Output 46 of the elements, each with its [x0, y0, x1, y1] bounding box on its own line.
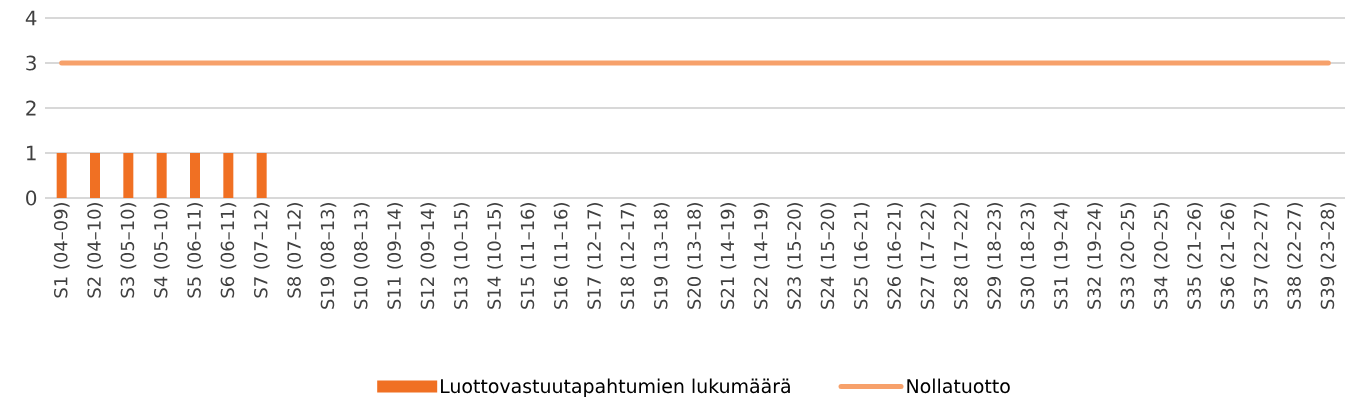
x-tick-label: S26 (16–21) — [887, 203, 903, 309]
x-tick-label: S14 (10–15) — [487, 203, 503, 309]
x-tick-label: S24 (15–20) — [820, 203, 837, 309]
y-tick-label: 2 — [26, 100, 36, 116]
x-tick-label: S29 (18–23) — [987, 203, 1003, 309]
x-tick-label: S16 (11–16) — [553, 203, 570, 309]
x-tick-label: S20 (13–18) — [687, 203, 703, 309]
x-tick-label: S32 (19–24) — [1087, 203, 1103, 309]
x-tick-label: S3 (05–10) — [120, 203, 137, 298]
y-tick-label: 1 — [26, 145, 36, 161]
x-tick-label: S25 (16–21) — [853, 203, 870, 309]
legend-label: Nollatuotto — [907, 378, 1010, 394]
x-tick-label: S28 (17–22) — [953, 203, 970, 309]
x-tick-label: S19 (08–13) — [320, 203, 337, 309]
x-tick-label: S19 (13–18) — [653, 203, 670, 309]
x-tick-label: S31 (19–24) — [1053, 203, 1070, 309]
x-tick-label: S21 (14–19) — [720, 203, 737, 309]
x-tick-label: S13 (10–15) — [453, 203, 470, 309]
y-tick-label: 3 — [26, 55, 36, 71]
x-tick-label: S6 (06–11) — [220, 203, 237, 298]
x-tick-label: S22 (14–19) — [753, 203, 770, 309]
x-tick-label: S35 (21–26) — [1187, 203, 1203, 309]
x-tick-label: S36 (21–26) — [1220, 203, 1237, 309]
y-tick-label: 4 — [25, 10, 37, 26]
y-tick-label: 0 — [26, 190, 37, 206]
x-tick-label: S7 (07–12) — [253, 203, 270, 298]
x-tick-label: S27 (17–22) — [920, 203, 937, 309]
x-tick-label: S38 (22–27) — [1287, 203, 1303, 309]
x-tick-label: S39 (23–28) — [1320, 203, 1337, 309]
x-tick-label: S5 (06–11) — [187, 203, 203, 298]
x-tick-label: S15 (11–16) — [520, 203, 537, 309]
x-tick-label: S12 (09–14) — [420, 203, 437, 309]
x-tick-label: S18 (12–17) — [620, 203, 637, 309]
x-tick-label: S8 (07–12) — [287, 203, 303, 298]
x-tick-label: S30 (18–23) — [1020, 203, 1037, 309]
x-tick-label: S17 (12–17) — [587, 203, 603, 309]
x-tick-label: S33 (20–25) — [1120, 203, 1137, 309]
x-tick-label: S10 (08–13) — [353, 203, 370, 309]
x-tick-label: S4 (05–10) — [153, 203, 170, 298]
x-tick-label: S23 (15–20) — [787, 203, 803, 309]
x-tick-label: S2 (04–10) — [87, 203, 103, 298]
x-tick-label: S37 (22–27) — [1253, 203, 1270, 309]
legend-label: Luottovastuutapahtumien lukumäärä — [441, 378, 790, 397]
x-tick-label: S1 (04–09) — [53, 203, 70, 298]
x-tick-label: S34 (20–25) — [1153, 203, 1170, 309]
x-tick-label: S11 (09–14) — [387, 203, 403, 309]
